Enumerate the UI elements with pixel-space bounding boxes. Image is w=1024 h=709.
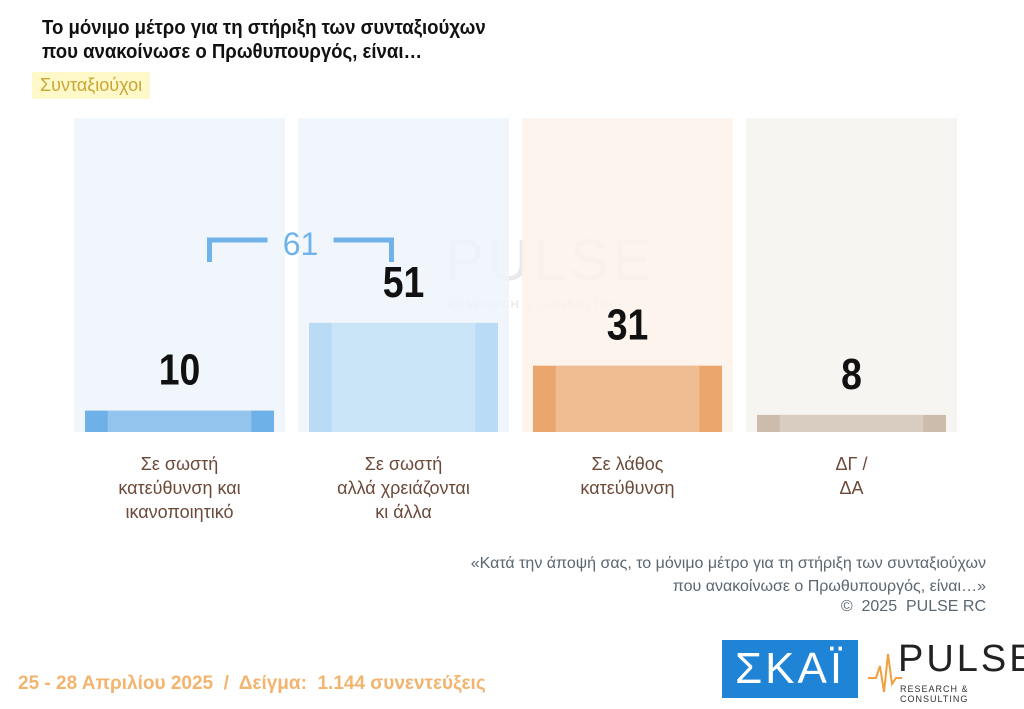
subtitle: Συνταξιούχοι xyxy=(32,72,151,99)
skai-logo: ΣΚΑΪ xyxy=(722,640,858,698)
category-label: Σε σωστή κατεύθυνση και ικανοποιητικό xyxy=(118,454,241,522)
bar-sheen xyxy=(555,365,700,432)
category-label: ΔΓ / ΔΑ xyxy=(835,454,868,498)
category-label: Σε λάθος κατεύθυνση xyxy=(580,454,675,498)
bar xyxy=(533,365,722,432)
bar-sheen xyxy=(779,414,924,432)
footer: 25 - 28 Απριλίου 2025 / Δείγμα: 1.144 συ… xyxy=(18,673,486,694)
value-label: 8 xyxy=(841,349,862,399)
bar xyxy=(85,410,274,432)
bar xyxy=(309,322,498,432)
title: Το μόνιμο μέτρο για τη στήριξη των συντα… xyxy=(42,17,486,63)
panel xyxy=(746,118,957,432)
bracket xyxy=(207,237,394,262)
value-label: 51 xyxy=(383,257,425,307)
bar xyxy=(757,414,946,432)
pulse-logo-sub: RESEARCH & CONSULTING xyxy=(900,684,969,704)
value-label: 31 xyxy=(607,300,649,350)
value-label: 10 xyxy=(159,345,201,395)
bar-sheen xyxy=(331,322,476,432)
panel xyxy=(74,118,285,432)
bracket-label: 61 xyxy=(283,226,319,262)
pulse-icon xyxy=(868,653,902,693)
copyright: © 2025 PULSE RC xyxy=(840,598,986,615)
category-label: Σε σωστή αλλά χρειάζονται κι άλλα xyxy=(337,454,470,522)
question-note: «Κατά την άποψή σας, το μόνιμο μέτρο για… xyxy=(470,555,986,595)
pulse-logo: PULSE xyxy=(898,638,1024,680)
bar-sheen xyxy=(107,410,252,432)
